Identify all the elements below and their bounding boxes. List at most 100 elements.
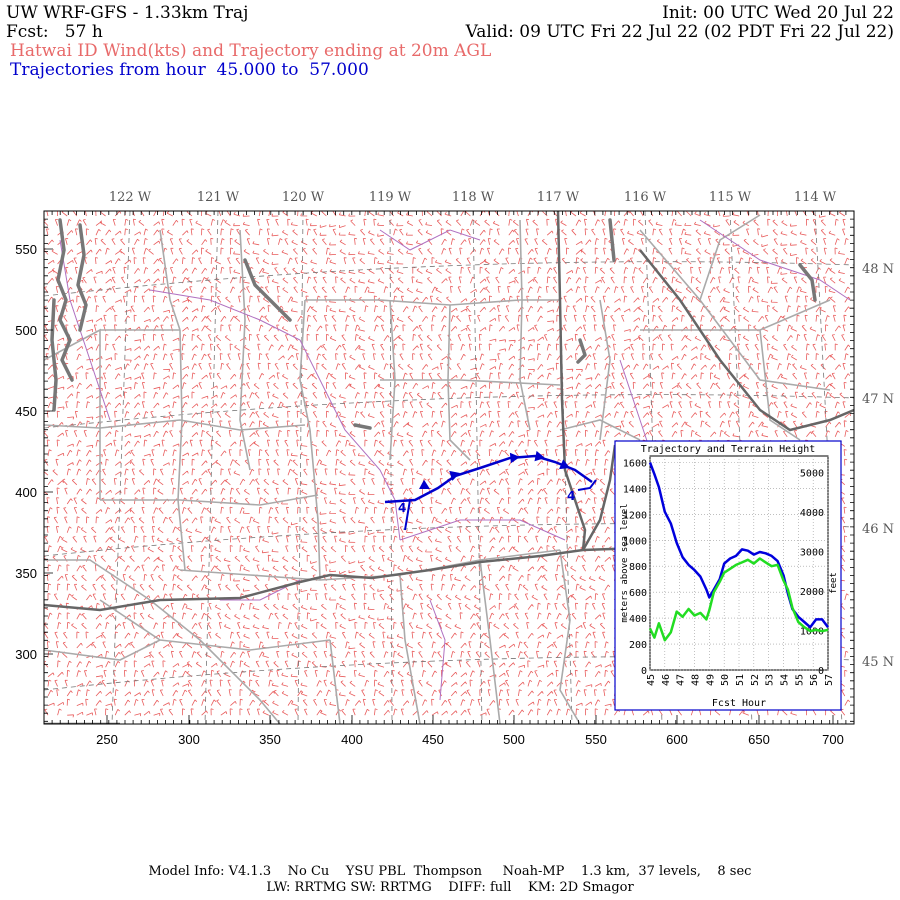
water-body (798, 263, 817, 302)
lon-label: 116 W (623, 190, 667, 205)
forecast-hour: Fcst: 57 h (6, 22, 103, 42)
inset-right-tick: 3000 (800, 547, 824, 558)
inset-chart: Trajectory and Terrain Height 0 200 400 600 8… (614, 440, 842, 711)
county-border (177, 329, 186, 571)
inset-x-tick: 49 (705, 674, 716, 686)
map-frame (43, 210, 855, 725)
inset-x-tick: 47 (676, 674, 687, 686)
model-info-line: Model Info: V4.1.3 No Cu YSU PBL Thompso… (148, 864, 752, 879)
grid-x-label: 550 (585, 732, 607, 747)
river (149, 289, 401, 541)
county-borders (44, 214, 831, 724)
water-body (576, 338, 587, 364)
wind-barbs-layer (44, 211, 852, 718)
grid-x-label: 700 (822, 732, 844, 747)
water-body (353, 423, 372, 430)
inset-xlabel: Fcst Hour (712, 698, 766, 709)
county-border (759, 329, 801, 441)
inset-x-tick: 51 (735, 674, 746, 686)
county-border (380, 379, 561, 386)
grid-x-label: 600 (666, 732, 688, 747)
county-border (639, 229, 831, 391)
trajectory-path: 44 (384, 450, 597, 531)
init-time: Init: 00 UTC Wed 20 Jul 22 (662, 3, 894, 23)
inset-x-tick: 50 (720, 674, 731, 686)
inset-right-tick: 5000 (800, 468, 824, 479)
inset-ylabel-left: meters above sea level (620, 503, 630, 622)
county-border (447, 304, 471, 461)
inset-right-tick: 0 (818, 666, 824, 677)
lat-label: 48 N (862, 262, 895, 277)
county-border (599, 299, 611, 441)
inset-x-tick: 54 (780, 674, 791, 686)
state-border (581, 444, 617, 551)
lon-label: 114 W (793, 190, 837, 205)
county-border (44, 639, 161, 661)
longitude-line (297, 211, 304, 724)
wind-barb (44, 211, 852, 718)
county-border (329, 639, 341, 724)
river (399, 519, 566, 541)
trajectory-range: Trajectories from hour 45.000 to 57.000 (10, 60, 369, 80)
model-physics-line: LW: RRTMG SW: RRTMG DIFF: full KM: 2D Sm… (266, 880, 634, 895)
inset-left-tick: 1600 (623, 458, 647, 469)
county-border (44, 559, 281, 724)
grid-x-label: 300 (178, 732, 200, 747)
lat-label: 46 N (862, 522, 895, 537)
grid-x-label: 250 (96, 732, 118, 747)
inset-x-tick: 53 (765, 674, 776, 686)
lon-label: 118 W (451, 190, 495, 205)
state-border (556, 211, 587, 551)
river (379, 229, 481, 251)
grid-x-label: 350 (259, 732, 281, 747)
county-border (100, 494, 319, 506)
grid-y-label: 400 (15, 485, 37, 500)
inset-x-tick: 46 (661, 674, 672, 686)
latitude-line (44, 261, 854, 297)
water-body (76, 223, 88, 332)
grid-y-label: 350 (15, 566, 37, 581)
river (429, 599, 446, 701)
river (699, 219, 851, 301)
county-border (479, 559, 501, 724)
inset-x-tick: 55 (794, 674, 805, 686)
grid-y-label: 500 (15, 323, 37, 338)
water-body (56, 218, 74, 382)
inset-x-tick: 57 (824, 674, 835, 686)
trajectory-arrowhead (559, 459, 570, 470)
trajectory-arrowhead (534, 450, 545, 462)
county-border (44, 328, 101, 500)
water-body (608, 218, 616, 262)
inset-title: Trajectory and Terrain Height (641, 444, 816, 455)
lat-label: 47 N (862, 392, 895, 407)
inset-left-tick: 400 (629, 614, 647, 625)
longitude-line (111, 211, 131, 724)
trajectory-label: 4 (398, 501, 406, 515)
grid-x-label: 500 (503, 732, 525, 747)
water-body (243, 258, 292, 322)
latitude-line (44, 394, 854, 429)
trajectory-line (404, 499, 411, 531)
water-body (50, 298, 58, 412)
state-borders (44, 211, 854, 724)
inset-x-tick: 48 (691, 674, 702, 686)
lon-label: 122 W (108, 190, 152, 205)
county-border (399, 574, 421, 724)
inset-series-terrain (648, 557, 829, 642)
county-border (559, 419, 641, 441)
inset-left-tick: 0 (641, 666, 647, 677)
county-border (44, 419, 306, 431)
inset-right-tick: 4000 (800, 508, 824, 519)
county-border (699, 214, 761, 301)
longitude-line (204, 211, 219, 724)
lon-label: 115 W (708, 190, 752, 205)
county-border (640, 299, 831, 331)
trajectory-label: 4 (567, 489, 575, 503)
inset-left-tick: 1400 (623, 484, 647, 495)
inset-left-tick: 800 (629, 562, 647, 573)
lon-label: 120 W (281, 190, 325, 205)
state-border (44, 546, 641, 612)
trajectory-arrowhead (449, 470, 460, 481)
